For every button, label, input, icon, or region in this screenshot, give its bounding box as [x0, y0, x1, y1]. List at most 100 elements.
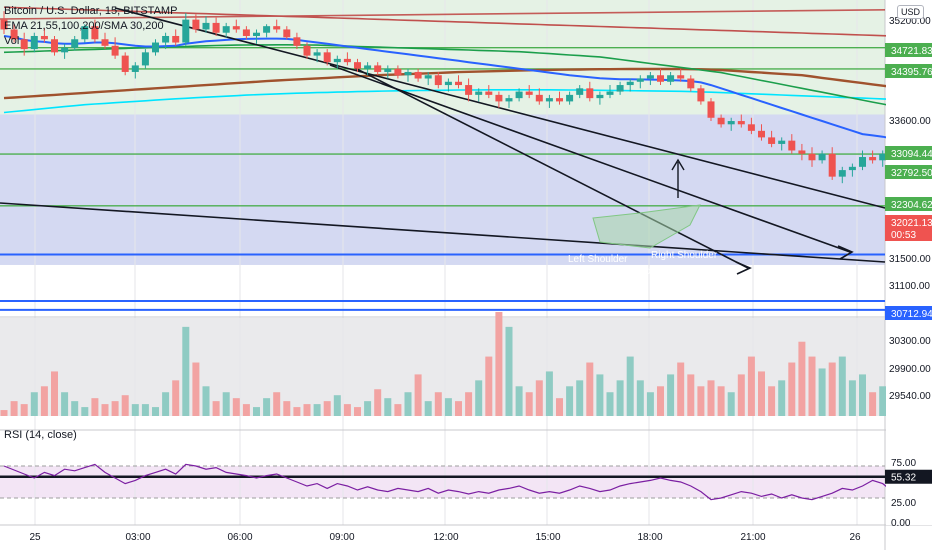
time-tick-label: 25 [29, 532, 41, 543]
candle-body [132, 65, 139, 72]
symbol-title[interactable]: Bitcoin / U.S. Dollar, 15, BITSTAMP [4, 4, 177, 19]
volume-bar [718, 386, 725, 416]
candle-body [768, 137, 775, 144]
candle-body [657, 75, 664, 82]
volume-bar [112, 401, 119, 416]
volume-bar [586, 363, 593, 416]
candle-body [122, 56, 129, 72]
volume-bar [516, 386, 523, 416]
candle-body [627, 82, 634, 85]
vol-legend[interactable]: Vol [4, 34, 177, 49]
candle-body [748, 124, 755, 131]
ema-legend[interactable]: EMA 21,55,100,200/SMA 30,200 [4, 19, 177, 34]
volume-bar [687, 374, 694, 416]
rsi-tick-label: 25.00 [891, 498, 916, 509]
volume-bar [455, 401, 462, 416]
candle-body [687, 79, 694, 89]
candle-body [516, 92, 523, 99]
price-tick-label: 29540.00 [889, 391, 931, 402]
volume-bar [506, 327, 513, 416]
volume-bar [798, 342, 805, 416]
volume-bar [485, 357, 492, 416]
volume-bar [708, 380, 715, 416]
volume-bar [627, 357, 634, 416]
price-tag-sub: 00:53 [891, 230, 916, 241]
time-tick-label: 26 [849, 532, 861, 543]
price-tick-label: 30300.00 [889, 336, 931, 347]
volume-bar [859, 374, 866, 416]
volume-bar [51, 371, 58, 416]
candle-body [415, 72, 422, 79]
volume-bar [344, 404, 351, 416]
candle-body [243, 29, 250, 36]
volume-bar [293, 407, 300, 416]
volume-bar [556, 398, 563, 416]
candle-body [425, 75, 432, 78]
volume-bar [819, 368, 826, 416]
candle-body [849, 167, 856, 170]
candle-body [293, 37, 300, 46]
candle-body [142, 52, 149, 65]
volume-bar [243, 404, 250, 416]
price-axis[interactable]: 35200.0033600.0031500.0031100.0030300.00… [885, 0, 932, 529]
candle-body [455, 82, 462, 85]
volume-bar [283, 401, 290, 416]
candle-body [475, 92, 482, 95]
volume-bar [11, 401, 18, 416]
volume-bar [102, 404, 109, 416]
volume-bar [647, 392, 654, 416]
price-tick-label: 31100.00 [889, 281, 930, 292]
volume-bar [41, 386, 48, 416]
volume-bar [748, 357, 755, 416]
candle-body [586, 88, 593, 98]
volume-bar [546, 371, 553, 416]
candle-body [374, 65, 381, 72]
candle-body [819, 154, 826, 161]
volume-bar [31, 392, 38, 416]
rsi-label: RSI (14, close) [4, 429, 77, 441]
volume-bar [596, 374, 603, 416]
volume-bar [879, 386, 886, 416]
volume-bar [829, 363, 836, 416]
candle-body [576, 88, 583, 95]
price-tag-label: 34395.76 [891, 67, 932, 78]
volume-bar [536, 380, 543, 416]
time-tick-label: 03:00 [125, 532, 150, 543]
volume-bar [192, 363, 199, 416]
candle-body [738, 121, 745, 124]
volume-bar [223, 392, 230, 416]
candle-body [405, 72, 412, 75]
chart-legend: Bitcoin / U.S. Dollar, 15, BITSTAMP EMA … [4, 4, 177, 49]
volume-bar [435, 392, 442, 416]
volume-bar [576, 380, 583, 416]
volume-bar [445, 398, 452, 416]
price-tick-label: 31500.00 [889, 254, 931, 265]
candle-body [223, 26, 230, 33]
volume-bar [21, 404, 28, 416]
candle-body [869, 157, 876, 160]
candle-body [667, 75, 674, 82]
price-tick-label: 33600.00 [889, 116, 931, 127]
candle-body [364, 65, 371, 68]
candle-body [566, 95, 573, 102]
volume-bar [475, 380, 482, 416]
volume-bar [657, 386, 664, 416]
volume-bar [314, 404, 321, 416]
currency-badge[interactable]: USD [897, 5, 924, 19]
candle-body [273, 26, 280, 29]
candle-body [354, 62, 361, 69]
volume-bar [172, 380, 179, 416]
rsi-tick-label: 75.00 [891, 458, 916, 469]
volume-bar [384, 398, 391, 416]
volume-bar [81, 407, 88, 416]
candle-body [384, 69, 391, 72]
candle-body [304, 46, 311, 56]
candle-body [334, 59, 341, 62]
volume-bar [869, 392, 876, 416]
rsi-tick-label: 0.00 [891, 518, 911, 529]
volume-bar [334, 395, 341, 416]
candle-body [324, 52, 331, 62]
candle-body [465, 85, 472, 95]
candle-body [344, 59, 351, 62]
